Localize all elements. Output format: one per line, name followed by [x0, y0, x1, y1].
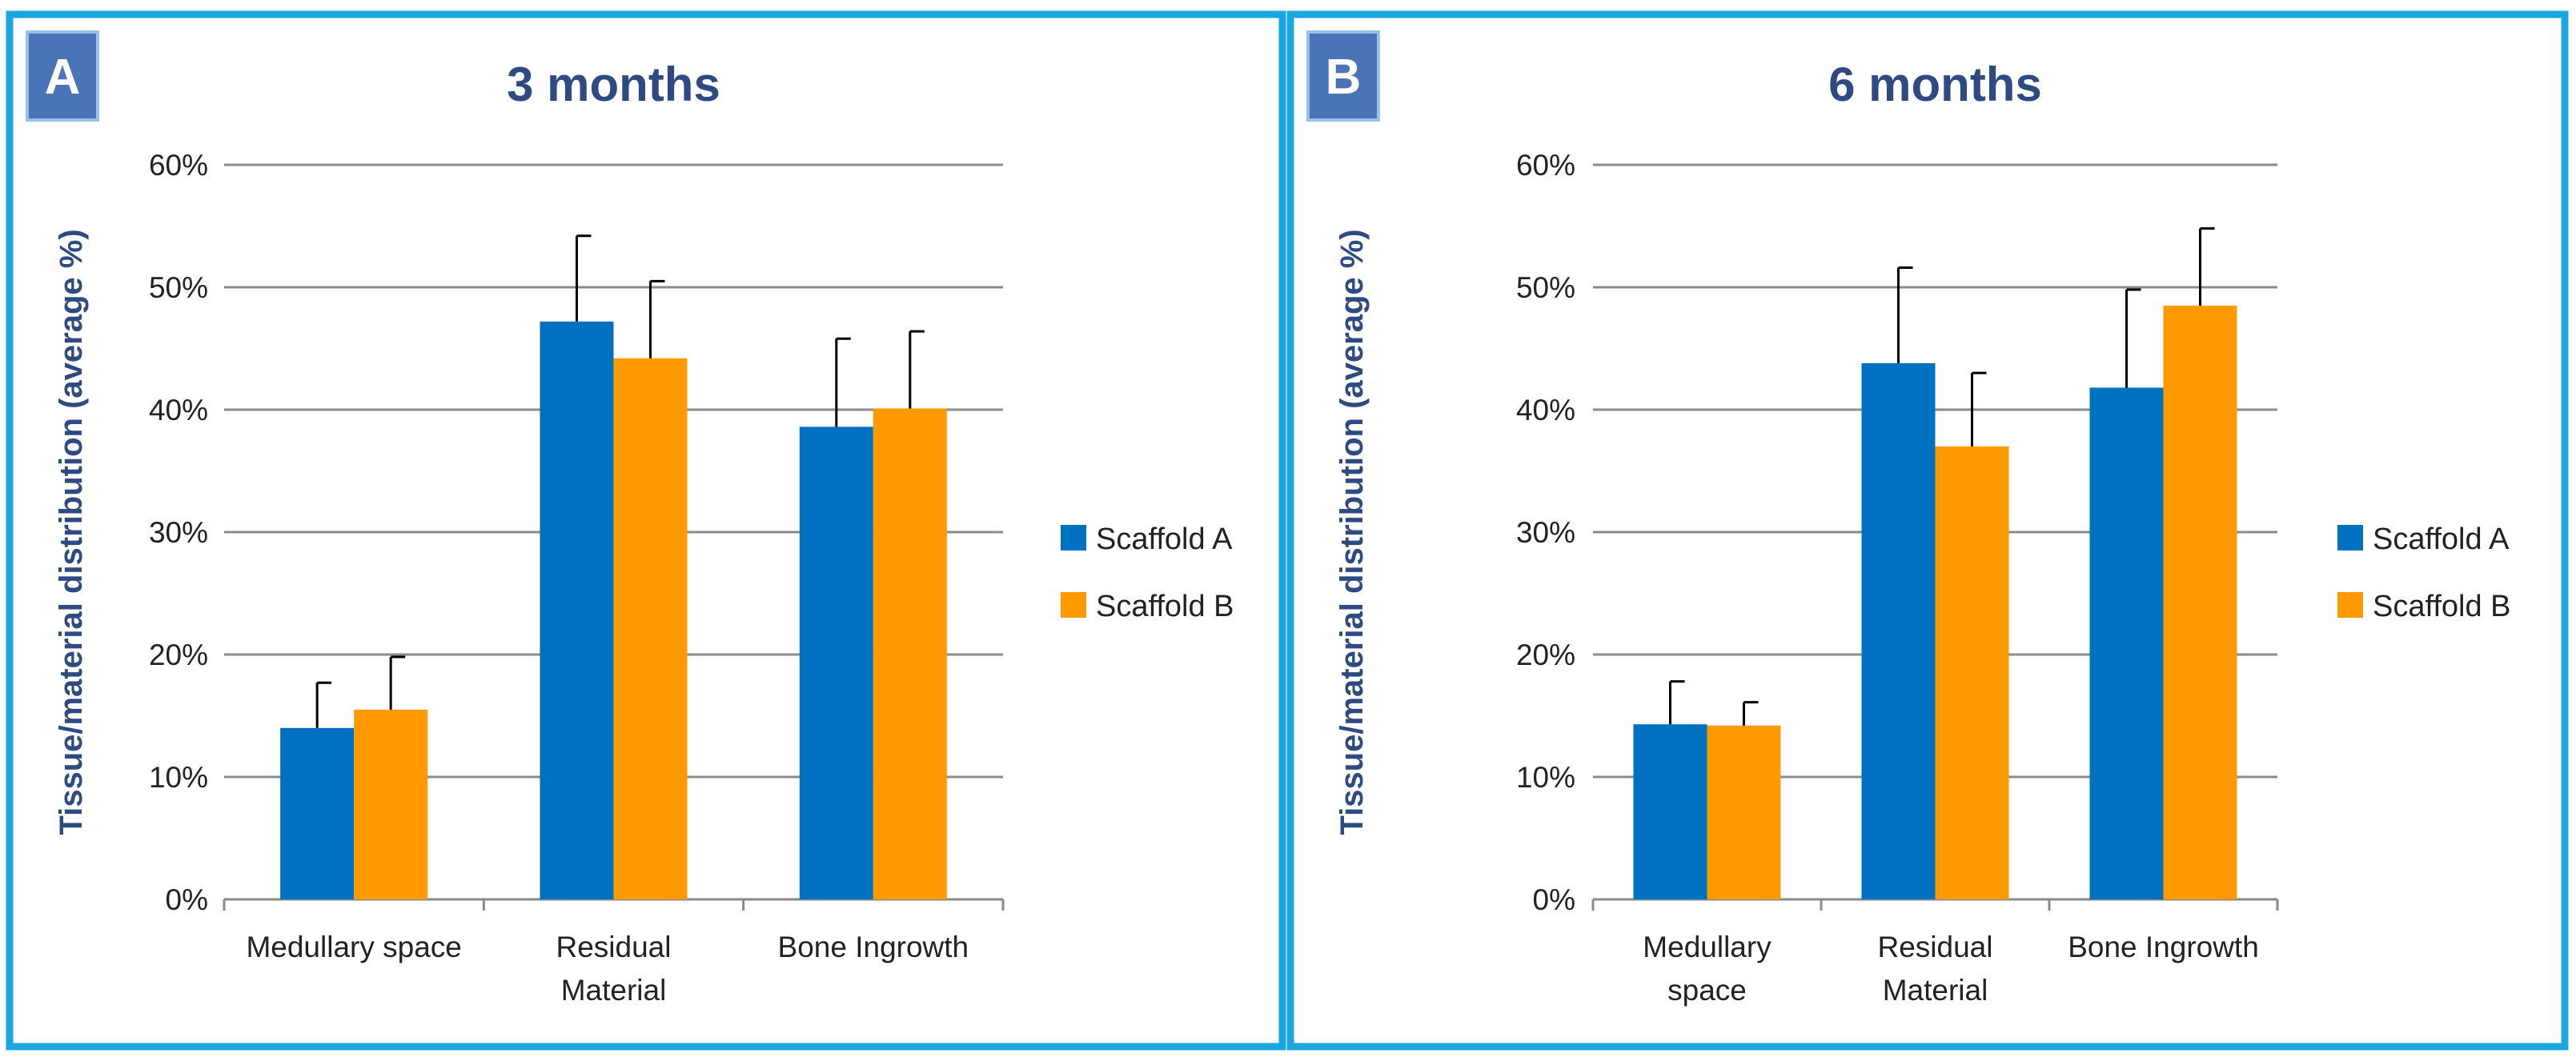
panel-badge [26, 30, 99, 122]
y-tick-label: 50% [1516, 271, 1575, 304]
y-tick-label: 60% [1516, 149, 1575, 182]
y-axis-label: Tissue/material distribution (average %) [1334, 229, 1370, 835]
legend-label: Scaffold A [2373, 522, 2510, 556]
bar-scaffold-b [354, 709, 428, 899]
y-tick-label: 30% [1516, 516, 1575, 549]
x-category-label: Bone Ingrowth [2068, 931, 2259, 963]
panel-badge-label: B [1326, 50, 1362, 105]
bar-scaffold-a [1633, 724, 1707, 899]
panel-frame [1286, 10, 2569, 1051]
y-tick-label: 40% [1516, 394, 1575, 426]
legend-swatch [2337, 592, 2363, 618]
bar-scaffold-b [873, 408, 947, 900]
bar-scaffold-b [2163, 305, 2237, 899]
y-tick-label: 20% [149, 639, 208, 671]
legend-swatch [1061, 592, 1086, 618]
panel-badge [1306, 30, 1380, 122]
bar-scaffold-a [540, 321, 614, 900]
y-tick-label: 50% [149, 271, 208, 304]
x-category-label: Material [1883, 974, 1988, 1007]
y-tick-label: 40% [149, 394, 208, 426]
panel-frame [6, 10, 1286, 1051]
bar-scaffold-a [280, 727, 355, 899]
bar-scaffold-a [1861, 362, 1936, 899]
x-category-label: Medullary [1643, 931, 1772, 963]
y-tick-label: 30% [149, 516, 208, 549]
bar-scaffold-b [1935, 446, 2009, 899]
x-category-label: Medullary space [246, 931, 461, 963]
y-tick-label: 10% [149, 761, 208, 794]
y-tick-label: 0% [166, 883, 208, 916]
x-category-label: Residual [556, 931, 672, 963]
y-tick-label: 10% [1516, 761, 1575, 794]
bar-scaffold-a [2089, 387, 2164, 900]
legend-swatch [1061, 525, 1086, 551]
y-tick-label: 20% [1516, 639, 1575, 671]
chart-panel-b: B 6 months 0% 10% 20% 30% 40% 50% 60% Tissue/mate… [1286, 10, 2569, 1051]
bar-scaffold-b [613, 358, 688, 899]
x-category-label: Bone Ingrowth [778, 931, 969, 963]
bar-scaffold-a [799, 426, 873, 899]
y-tick-label: 60% [149, 149, 208, 182]
y-axis-label: Tissue/material distribution (average %) [54, 229, 89, 835]
y-tick-label: 0% [1533, 883, 1575, 916]
panel-badge-label: A [45, 50, 81, 105]
legend-label: Scaffold A [1096, 522, 1233, 556]
chart-title: 3 months [507, 58, 720, 111]
legend-label: Scaffold B [1096, 590, 1234, 623]
x-category-label: Material [561, 974, 667, 1007]
legend-swatch [2337, 525, 2363, 551]
bar-scaffold-b [1707, 725, 1781, 899]
legend-label: Scaffold B [2373, 590, 2511, 623]
chart-panel-a: A 3 months 0% 10% 20% 30% 40% 50% 60% Tissue/mate… [6, 10, 1286, 1051]
chart-title: 6 months [1828, 58, 2042, 111]
x-category-label: space [1667, 974, 1747, 1007]
x-category-label: Residual [1878, 931, 1993, 963]
